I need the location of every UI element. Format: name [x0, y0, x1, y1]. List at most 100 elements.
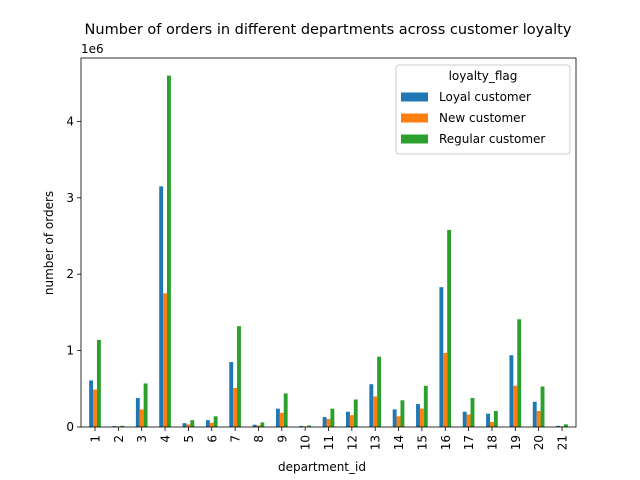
x-tick-label: 2 [112, 435, 126, 443]
bar-loyal-customer-dept-16 [439, 287, 444, 427]
bar-new-customer-dept-6 [209, 422, 214, 427]
bar-new-customer-dept-17 [466, 414, 471, 427]
x-tick-label: 10 [299, 435, 313, 450]
x-tick-label: 6 [205, 435, 219, 443]
bar-loyal-customer-dept-5 [182, 423, 187, 427]
chart-title: Number of orders in different department… [85, 22, 572, 38]
bar-regular-customer-dept-5 [190, 420, 195, 427]
bar-regular-customer-dept-7 [237, 326, 241, 427]
bar-loyal-customer-dept-3 [135, 397, 140, 427]
bar-regular-customer-dept-2 [120, 425, 125, 427]
y-tick-label: 0 [66, 420, 74, 434]
x-tick-label: 12 [345, 435, 359, 450]
x-tick-label: 19 [509, 435, 523, 450]
bar-loyal-customer-dept-21 [556, 425, 561, 427]
x-tick-label: 11 [322, 435, 336, 450]
bar-new-customer-dept-11 [326, 418, 331, 427]
legend-swatch [401, 134, 428, 144]
bar-regular-customer-dept-1 [96, 339, 101, 427]
bar-regular-customer-dept-14 [400, 400, 405, 427]
bar-loyal-customer-dept-20 [532, 401, 537, 427]
legend: loyalty_flag Loyal customer New customer Re… [395, 64, 571, 155]
bar-loyal-customer-dept-10 [299, 425, 304, 427]
bar-loyal-customer-dept-15 [416, 404, 420, 427]
bar-new-customer-dept-16 [443, 352, 448, 427]
bar-loyal-customer-dept-12 [346, 411, 350, 427]
y-tick-label: 3 [66, 191, 74, 205]
x-tick-label: 20 [532, 435, 546, 450]
bars-group [89, 75, 568, 427]
legend-entry-label: New customer [439, 111, 526, 125]
x-tick-label: 14 [392, 435, 406, 450]
bar-new-customer-dept-9 [279, 412, 284, 427]
bar-regular-customer-dept-3 [143, 383, 148, 427]
x-tick-label: 3 [135, 435, 149, 443]
bar-new-customer-dept-19 [513, 385, 518, 427]
bar-loyal-customer-dept-14 [392, 409, 397, 427]
x-tick-label: 21 [555, 435, 569, 450]
bar-regular-customer-dept-17 [470, 397, 475, 427]
bar-regular-customer-dept-21 [563, 424, 568, 427]
bar-loyal-customer-dept-1 [89, 380, 94, 427]
bar-new-customer-dept-4 [163, 293, 167, 427]
bar-new-customer-dept-14 [396, 416, 401, 427]
bar-new-customer-dept-8 [256, 425, 261, 427]
bar-loyal-customer-dept-2 [112, 426, 117, 427]
x-tick-label: 4 [159, 435, 173, 443]
y-tick-label: 1 [66, 344, 74, 358]
bar-loyal-customer-dept-4 [159, 186, 164, 427]
legend-swatch [401, 113, 428, 123]
bar-new-customer-dept-7 [233, 388, 238, 427]
bar-regular-customer-dept-13 [377, 356, 382, 427]
bar-regular-customer-dept-9 [283, 393, 288, 427]
bar-regular-customer-dept-11 [330, 408, 335, 427]
bar-new-customer-dept-3 [139, 409, 144, 427]
x-tick-label: 15 [415, 435, 429, 450]
bar-new-customer-dept-20 [536, 410, 541, 427]
legend-swatch [401, 92, 428, 102]
bar-regular-customer-dept-19 [517, 319, 522, 427]
x-tick-label: 16 [439, 435, 453, 450]
bar-new-customer-dept-13 [373, 396, 378, 427]
x-tick-label: 7 [229, 435, 243, 443]
bar-loyal-customer-dept-18 [486, 413, 490, 427]
bar-loyal-customer-dept-6 [205, 420, 210, 427]
bar-new-customer-dept-5 [186, 424, 191, 427]
x-tick-label: 18 [485, 435, 499, 450]
bar-loyal-customer-dept-19 [509, 355, 514, 427]
x-tick-label: 1 [89, 435, 103, 443]
y-axis-offset-label: 1e6 [81, 42, 104, 56]
bar-loyal-customer-dept-13 [369, 384, 374, 427]
legend-title: loyalty_flag [449, 69, 518, 83]
bar-new-customer-dept-15 [419, 408, 424, 427]
bar-loyal-customer-dept-11 [322, 417, 327, 427]
bar-regular-customer-dept-18 [493, 410, 498, 427]
bar-loyal-customer-dept-7 [229, 362, 234, 427]
x-tick-label: 13 [369, 435, 383, 450]
bar-regular-customer-dept-10 [307, 425, 311, 427]
bar-new-customer-dept-1 [93, 389, 97, 427]
x-tick-label: 17 [462, 435, 476, 450]
bar-regular-customer-dept-20 [540, 386, 545, 427]
y-tick-label: 4 [66, 114, 74, 128]
bar-new-customer-dept-18 [490, 422, 494, 427]
bar-regular-customer-dept-8 [260, 422, 265, 427]
bar-loyal-customer-dept-17 [462, 411, 467, 427]
y-tick-label: 2 [66, 267, 74, 281]
bar-regular-customer-dept-16 [447, 229, 452, 427]
x-tick-label: 8 [252, 435, 266, 443]
y-axis-label: number of orders [42, 191, 56, 295]
bar-regular-customer-dept-15 [423, 385, 428, 427]
x-tick-label: 5 [182, 435, 196, 443]
x-tick-label: 9 [275, 435, 289, 443]
legend-entry-label: Loyal customer [439, 90, 531, 104]
bar-regular-customer-dept-12 [353, 399, 358, 427]
bar-loyal-customer-dept-8 [252, 424, 257, 427]
bar-regular-customer-dept-6 [213, 416, 218, 427]
x-axis-label: department_id [278, 460, 366, 474]
legend-entry-label: Regular customer [439, 132, 545, 146]
bar-regular-customer-dept-4 [167, 75, 171, 427]
bar-loyal-customer-dept-9 [275, 408, 280, 427]
